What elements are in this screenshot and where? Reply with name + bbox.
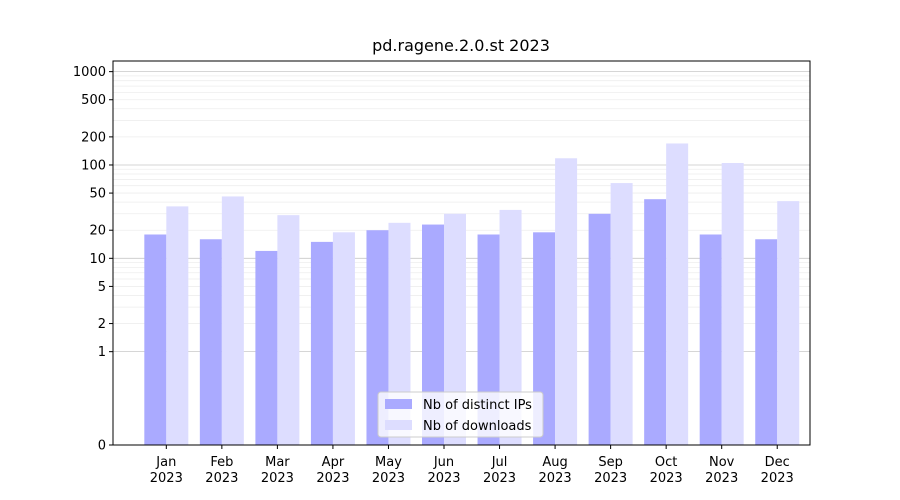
x-tick-label-year: 2023: [594, 471, 627, 486]
x-tick-label-year: 2023: [316, 471, 349, 486]
bar-distinct-ips: [588, 213, 611, 445]
bar-downloads: [499, 209, 522, 445]
bar-distinct-ips: [755, 239, 778, 445]
legend: Nb of distinct IPs Nb of downloads: [377, 391, 544, 438]
bar-distinct-ips: [699, 234, 722, 445]
y-tick-label: 5: [98, 280, 106, 295]
x-tick-label-month: Dec: [765, 455, 790, 470]
x-tick-label-year: 2023: [650, 471, 683, 486]
x-tick-label-year: 2023: [205, 471, 238, 486]
bar-downloads: [610, 183, 633, 446]
bar-downloads: [221, 196, 244, 445]
x-tick-label-year: 2023: [372, 471, 405, 486]
y-tick-label: 500: [81, 93, 106, 108]
bar-downloads: [777, 201, 800, 445]
bar-distinct-ips: [644, 199, 667, 445]
y-axis: 0 1 2 5 10 20 50 100 200 500 1000: [73, 65, 113, 454]
bar-downloads: [388, 222, 411, 445]
bar-distinct-ips: [422, 224, 445, 445]
x-tick-label-year: 2023: [483, 471, 516, 486]
x-tick-label-year: 2023: [150, 471, 183, 486]
legend-swatch: [385, 420, 412, 430]
y-tick-label: 1000: [73, 65, 106, 80]
bars: [144, 143, 800, 446]
x-tick-label-month: Oct: [655, 455, 677, 470]
y-tick-label: 20: [89, 224, 106, 239]
x-axis: Jan2023Feb2023Mar2023Apr2023May2023Jun20…: [150, 445, 794, 486]
x-tick-label-month: Nov: [709, 455, 735, 470]
x-tick-label-month: Aug: [542, 455, 567, 470]
x-tick-label-month: Jun: [433, 455, 454, 470]
y-tick-label: 100: [81, 158, 106, 173]
bar-downloads: [721, 162, 744, 445]
y-tick-label: 50: [89, 187, 106, 202]
y-tick-label: 2: [98, 317, 106, 332]
y-tick-label: 10: [89, 252, 106, 267]
plot-frame: [112, 60, 811, 446]
bar-distinct-ips: [366, 230, 389, 445]
x-tick-label-month: Jul: [491, 455, 508, 470]
x-tick-label-month: Feb: [210, 455, 233, 470]
legend-label: Nb of downloads: [423, 419, 532, 434]
chart-title: pd.ragene.2.0.st 2023: [372, 36, 550, 55]
x-tick-label-year: 2023: [261, 471, 294, 486]
x-tick-label-year: 2023: [427, 471, 460, 486]
bar-downloads: [444, 213, 467, 445]
x-tick-label-year: 2023: [539, 471, 572, 486]
bar-downloads: [332, 232, 355, 445]
bar-distinct-ips: [255, 250, 278, 445]
bar-downloads: [666, 143, 689, 445]
x-tick-label-month: Mar: [265, 455, 290, 470]
bar-downloads: [166, 206, 189, 445]
legend-label: Nb of distinct IPs: [423, 398, 532, 413]
legend-box: [377, 391, 544, 438]
x-tick-label-month: Apr: [322, 455, 345, 470]
bar-distinct-ips: [199, 239, 222, 445]
x-tick-label-month: May: [375, 455, 402, 470]
y-tick-label: 0: [98, 439, 106, 454]
legend-swatch: [385, 399, 412, 409]
x-tick-label-year: 2023: [761, 471, 794, 486]
bar-distinct-ips: [310, 241, 333, 445]
y-tick-label: 200: [81, 130, 106, 145]
bar-downloads: [277, 215, 300, 445]
x-tick-label-year: 2023: [705, 471, 738, 486]
x-tick-label-month: Sep: [598, 455, 623, 470]
bar-downloads: [555, 158, 578, 445]
x-tick-label-month: Jan: [155, 455, 176, 470]
bar-distinct-ips: [144, 234, 167, 445]
y-tick-label: 1: [98, 345, 106, 360]
